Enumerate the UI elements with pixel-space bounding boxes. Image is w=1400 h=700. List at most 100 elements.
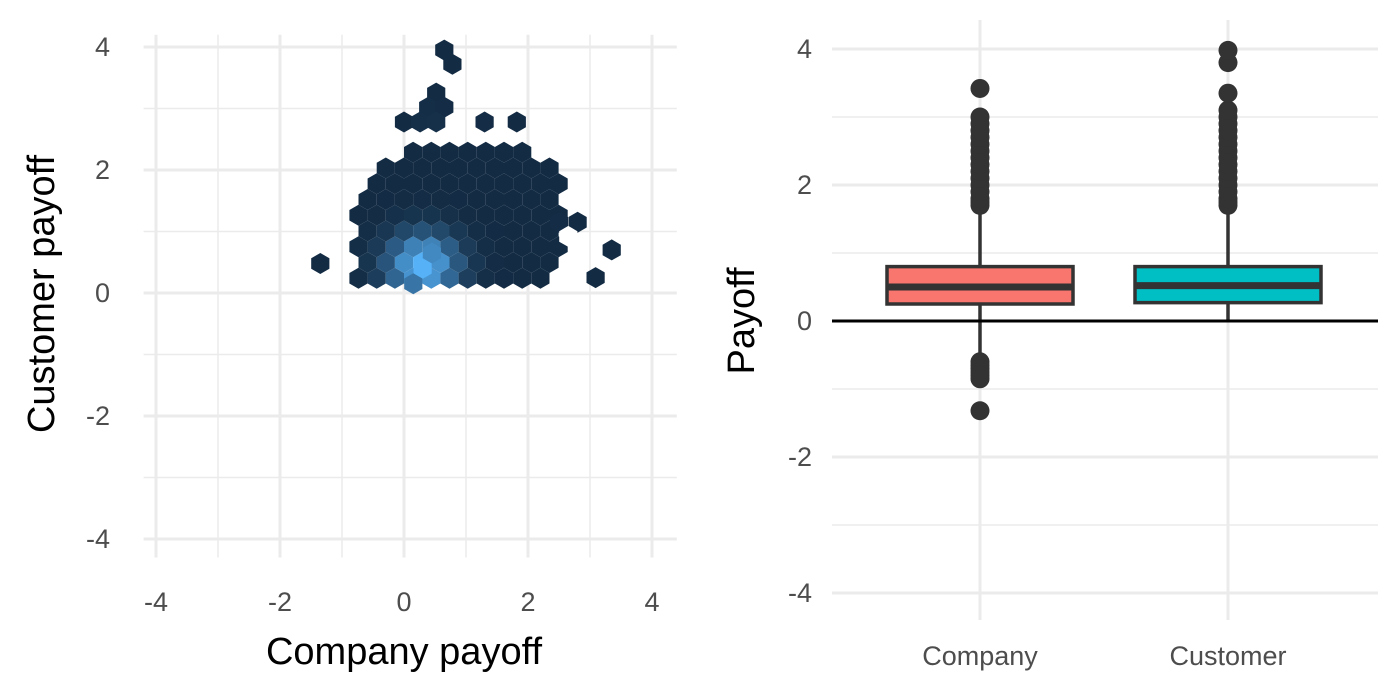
boxplot-outlier-point xyxy=(970,369,990,389)
hexbin-bin xyxy=(358,252,377,273)
hexbin-bin xyxy=(440,267,459,289)
hexbin-bin xyxy=(549,173,568,195)
hexbin-bin xyxy=(431,157,450,179)
hexbin-bin xyxy=(504,189,523,210)
hexbin-bin xyxy=(449,220,468,242)
hexbin-bin xyxy=(458,204,477,226)
hexbin-bin xyxy=(458,173,477,195)
hexbin-bin xyxy=(494,204,514,226)
hexbin-bin xyxy=(540,189,559,210)
hexbin-bin xyxy=(602,239,621,261)
hexbin-bin xyxy=(476,236,495,258)
hexbin-bin xyxy=(513,173,532,195)
hexbin-bin xyxy=(476,141,495,163)
boxplot-y-axis-title: Payoff xyxy=(721,267,763,374)
hexbin-bin xyxy=(522,189,541,210)
hexbin-empty-bin xyxy=(559,225,578,247)
hexbin-bin xyxy=(413,220,432,242)
hexbin-bin xyxy=(404,141,423,163)
hexbin-bin xyxy=(476,173,495,195)
hexbin-bin xyxy=(385,173,404,195)
hexbin-bin xyxy=(531,267,550,289)
hexbin-bin xyxy=(513,204,532,226)
hexbin-bin xyxy=(413,157,432,179)
boxplot-outlier-point xyxy=(1218,100,1238,120)
boxplot-outlier-point xyxy=(1218,83,1238,103)
hexbin-y-tick-label: -4 xyxy=(86,524,110,554)
hexbin-bin xyxy=(467,189,486,210)
boxplot-x-tick-label: Company xyxy=(922,641,1038,671)
hexbin-bin xyxy=(404,173,423,195)
hexbin-bin xyxy=(449,189,468,210)
hexbin-bin xyxy=(449,157,468,179)
hexbin-y-tick-label: 2 xyxy=(95,155,110,185)
hexbin-bin xyxy=(404,273,423,295)
hexbin-x-tick-label: 4 xyxy=(644,587,659,617)
hexbin-bin xyxy=(376,189,395,210)
hexbin-bin xyxy=(494,141,514,163)
hexbin-bin xyxy=(467,252,486,273)
hexbin-bin xyxy=(394,189,414,210)
hexbin-bin xyxy=(513,267,532,289)
hexbin-bin xyxy=(367,267,386,289)
hexbin-bin xyxy=(311,253,330,274)
hexbin-bin xyxy=(376,157,395,179)
hexbin-bin xyxy=(449,252,468,273)
boxplot-y-tick-label: 0 xyxy=(797,306,812,336)
hexbin-bin xyxy=(349,236,368,258)
hexbin-bin xyxy=(431,220,450,242)
hexbin-bin xyxy=(467,157,486,179)
hexbin-bin xyxy=(367,173,386,195)
hexbin-bin xyxy=(504,220,523,242)
hexbin-bin xyxy=(435,39,454,61)
hexbin-bin xyxy=(531,204,550,226)
hexbin-bin xyxy=(540,157,559,179)
hexbin-bin xyxy=(494,236,514,258)
hexbin-bin xyxy=(443,53,462,75)
hexbin-bin xyxy=(440,173,459,195)
hexbin-bin xyxy=(440,141,459,163)
hexbin-bin xyxy=(394,157,414,179)
hexbin-bin xyxy=(427,82,446,104)
hexbin-bin xyxy=(419,96,438,118)
hexbin-bin xyxy=(531,236,550,258)
hexbin-y-axis-title: Customer payoff xyxy=(21,155,63,434)
hexbin-bin xyxy=(440,236,459,258)
hexbin-y-tick-label: 0 xyxy=(95,278,110,308)
hexbin-y-tick-labels: -4 -2 0 2 4 xyxy=(86,32,110,554)
hexbin-bin xyxy=(458,141,477,163)
hexbin-bin xyxy=(422,173,441,195)
hexbin-bin xyxy=(494,173,514,195)
hexbin-bin xyxy=(404,204,423,226)
hexbin-bin xyxy=(422,204,441,226)
boxplot-marks xyxy=(832,40,1378,421)
boxplot-y-tick-label: 4 xyxy=(797,34,812,64)
hexbin-bin xyxy=(522,252,541,273)
hexbin-bin xyxy=(427,111,446,133)
hexbin-bins xyxy=(311,39,621,295)
hexbin-bin xyxy=(413,189,432,210)
hexbin-bin xyxy=(522,157,541,179)
hexbin-bin xyxy=(476,267,495,289)
hexbin-bin xyxy=(504,157,523,179)
hexbin-bin xyxy=(504,252,523,273)
hexbin-y-tick-label: 4 xyxy=(95,32,110,62)
hexbin-x-axis-title: Company payoff xyxy=(266,631,542,673)
boxplot-panel: -4 -2 0 2 4 Company Customer Payoff xyxy=(721,20,1378,671)
hexbin-bin xyxy=(413,257,432,279)
hexbin-bin xyxy=(349,267,368,289)
hexbin-bin xyxy=(358,220,377,242)
hexbin-bin xyxy=(367,236,386,258)
hexbin-bin xyxy=(513,141,532,163)
boxplot-x-tick-labels: Company Customer xyxy=(922,641,1286,671)
boxplot-y-tick-labels: -4 -2 0 2 4 xyxy=(788,34,812,608)
hexbin-bin xyxy=(507,111,526,133)
hexbin-bin xyxy=(440,204,459,226)
hexbin-bin xyxy=(568,211,587,233)
hexbin-bin xyxy=(458,236,477,258)
boxplot-outlier-point xyxy=(970,78,990,98)
hexbin-x-tick-label: -2 xyxy=(268,587,292,617)
hexbin-bin xyxy=(349,204,368,226)
hexbin-bin xyxy=(358,189,377,210)
